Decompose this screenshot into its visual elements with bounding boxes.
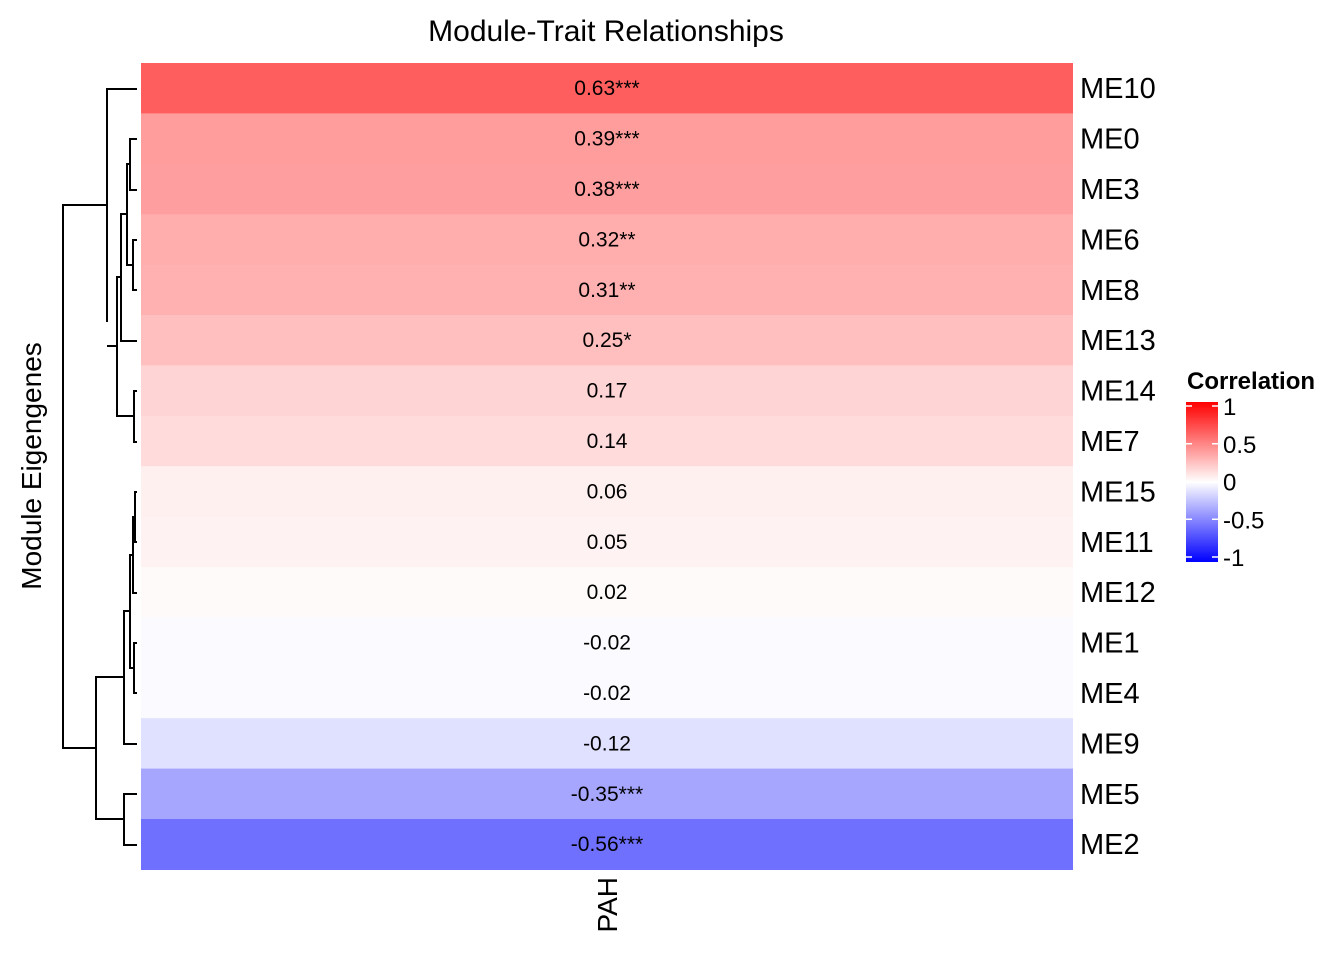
- row-label: ME0: [1080, 124, 1140, 156]
- row-label: ME5: [1080, 779, 1140, 811]
- cell-value-label: 0.32**: [578, 228, 635, 251]
- cell-value-label: 0.31**: [578, 279, 635, 302]
- row-label: ME3: [1080, 174, 1140, 206]
- cell-value-label: 0.05: [587, 531, 628, 554]
- cell-value-label: -0.35***: [571, 783, 643, 806]
- cell-value-label: -0.02: [583, 632, 631, 655]
- row-label: ME14: [1080, 376, 1156, 408]
- row-label: ME2: [1080, 829, 1140, 861]
- row-labels: ME10 ME0 ME3 ME6 ME8 ME13 ME14 ME7 ME15 ME11 ME12 M…: [1080, 73, 1156, 861]
- row-label: ME8: [1080, 275, 1140, 307]
- heatmap-cell: [141, 264, 1073, 316]
- cell-value-label: 0.02: [587, 581, 628, 604]
- row-label: ME1: [1080, 628, 1140, 660]
- row-label: ME7: [1080, 426, 1140, 458]
- heatmap-cell: [141, 667, 1073, 719]
- column-labels: PAH: [592, 877, 623, 933]
- row-dendrogram: [62, 88, 137, 846]
- heatmap-cell: [141, 617, 1073, 669]
- legend-ticks: 1 0.5 0 -0.5 -1: [1186, 394, 1264, 572]
- heatmap-cell: [141, 365, 1073, 417]
- cell-value-label: 0.06: [587, 480, 628, 503]
- cell-value-label: -0.02: [583, 682, 631, 705]
- heatmap-cell: [141, 113, 1073, 165]
- legend-tick-label: 0: [1223, 470, 1236, 497]
- heatmap-cell: [141, 415, 1073, 467]
- heatmap-cell: [141, 819, 1073, 870]
- row-label: ME13: [1080, 325, 1156, 357]
- row-label: ME6: [1080, 224, 1140, 256]
- legend-tick-label: -1: [1223, 545, 1244, 572]
- cell-value-label: 0.25*: [582, 329, 631, 352]
- heatmap-cell: [141, 466, 1073, 518]
- cell-value-label: 0.38***: [574, 178, 639, 201]
- row-label: ME12: [1080, 577, 1156, 609]
- row-label: ME15: [1080, 476, 1156, 508]
- heatmap-cells: [141, 63, 1073, 870]
- legend-tick-label: 0.5: [1223, 432, 1256, 459]
- cell-value-label: 0.17: [587, 380, 628, 403]
- row-label: ME11: [1080, 527, 1154, 559]
- legend-title: Correlation: [1187, 368, 1315, 395]
- heatmap-cell: [141, 718, 1073, 770]
- heatmap-cell-labels: 0.63*** 0.39*** 0.38*** 0.32** 0.31** 0.25* 0.…: [571, 77, 643, 856]
- chart-title: Module-Trait Relationships: [428, 15, 784, 48]
- row-label: ME4: [1080, 678, 1140, 710]
- legend: Correlation 1 0.5 0 -0.5 -1: [1186, 368, 1315, 572]
- heatmap-cell: [141, 768, 1073, 820]
- heatmap-cell: [141, 315, 1073, 366]
- cell-value-label: -0.12: [583, 732, 631, 755]
- row-label: ME10: [1080, 73, 1156, 105]
- heatmap-cell: [141, 63, 1073, 114]
- legend-tick-label: 1: [1223, 394, 1236, 421]
- row-label: ME9: [1080, 728, 1140, 760]
- cell-value-label: 0.63***: [574, 77, 639, 100]
- heatmap-cell: [141, 516, 1073, 568]
- cell-value-label: -0.56***: [571, 833, 643, 856]
- y-axis-title: Module Eigengenes: [16, 342, 47, 590]
- column-label: PAH: [592, 877, 623, 933]
- legend-tick-label: -0.5: [1223, 507, 1264, 534]
- cell-value-label: 0.14: [587, 430, 628, 453]
- heatmap-cell: [141, 214, 1073, 266]
- heatmap-cell: [141, 567, 1073, 618]
- heatmap-cell: [141, 163, 1073, 215]
- cell-value-label: 0.39***: [574, 128, 639, 151]
